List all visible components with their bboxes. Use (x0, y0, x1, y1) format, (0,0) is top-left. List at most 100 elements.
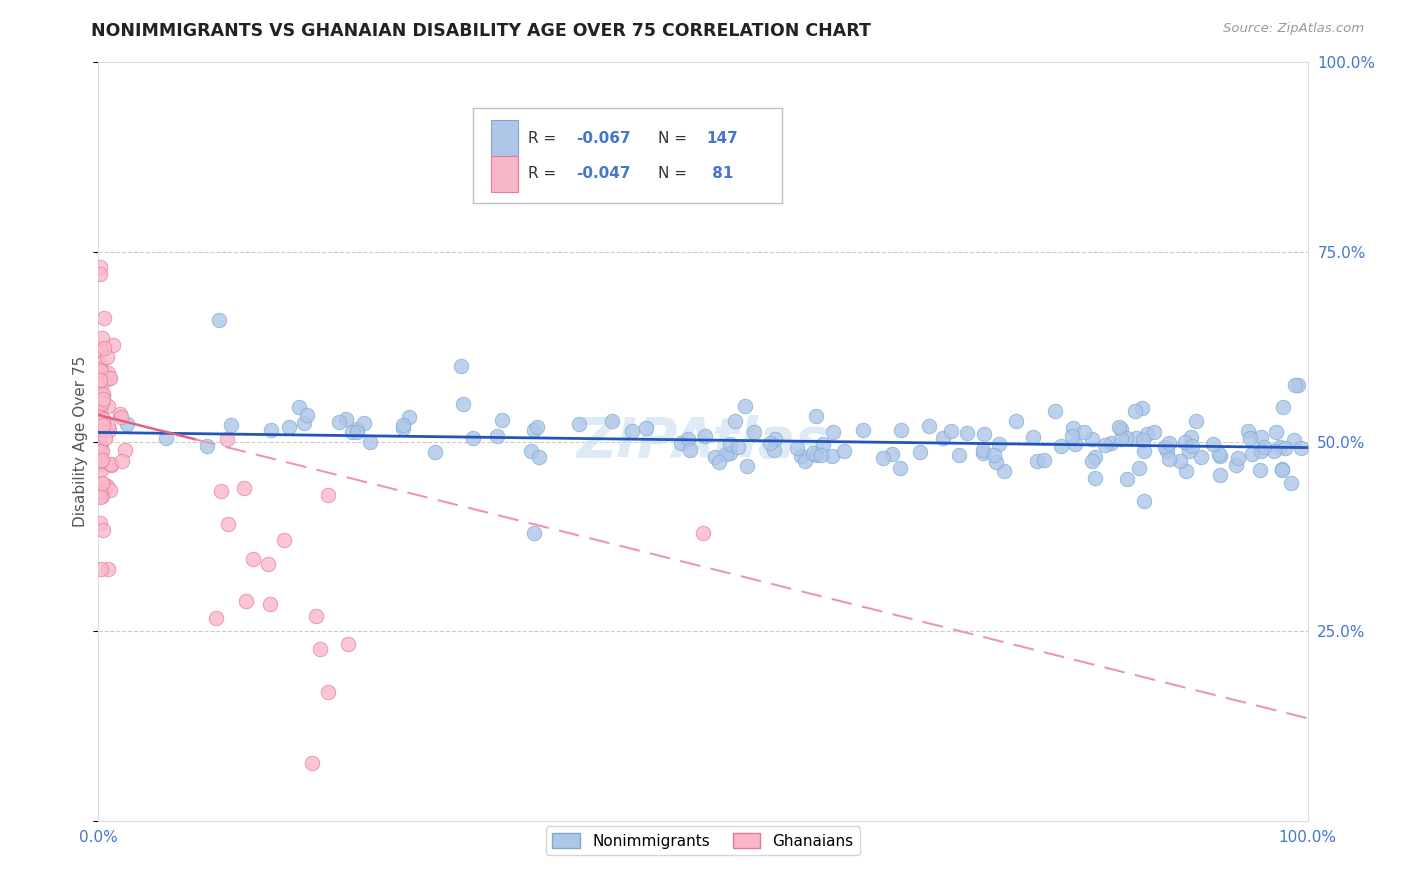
Point (219, 418, 242, 433)
Point (1081, 432, 1104, 446)
Point (91, 392, 114, 406)
Point (89, 267, 111, 281)
FancyBboxPatch shape (492, 120, 517, 156)
Point (1241, 447, 1264, 461)
Point (89, 435, 111, 450)
Point (242, 552, 264, 566)
Point (94, 420, 117, 434)
Point (91, 387, 114, 401)
Point (1154, 440, 1177, 454)
Point (759, 435, 782, 450)
Point (1159, 451, 1181, 466)
Point (451, 396, 474, 410)
Point (1284, 377, 1306, 392)
Point (1094, 438, 1116, 452)
Point (89, 457, 111, 471)
Point (987, 437, 1010, 451)
Point (1270, 440, 1292, 454)
Point (973, 426, 995, 441)
Point (693, 428, 716, 442)
Point (155, 431, 177, 445)
Point (714, 447, 737, 461)
Point (1157, 436, 1180, 450)
Point (735, 458, 758, 473)
Point (1279, 475, 1302, 490)
Point (90, 476, 112, 491)
Point (1174, 435, 1197, 450)
Point (98, 423, 121, 437)
Point (94, 431, 117, 445)
Point (260, 423, 283, 437)
Point (803, 446, 825, 460)
Point (600, 414, 623, 428)
Point (353, 416, 375, 430)
Text: -0.047: -0.047 (576, 167, 630, 181)
Point (89, 357, 111, 371)
Point (1168, 454, 1191, 468)
Point (941, 424, 963, 438)
Point (93, 374, 115, 388)
Text: NONIMMIGRANTS VS GHANAIAN DISABILITY AGE OVER 75 CORRELATION CHART: NONIMMIGRANTS VS GHANAIAN DISABILITY AGE… (91, 22, 872, 40)
Point (1108, 420, 1130, 434)
Point (89, 367, 111, 381)
Point (93, 523, 115, 537)
Point (1043, 403, 1066, 417)
Point (568, 417, 591, 431)
Point (1208, 449, 1230, 463)
Point (742, 425, 765, 440)
Point (1202, 437, 1225, 451)
Point (1026, 454, 1049, 468)
Point (948, 448, 970, 462)
Point (308, 642, 330, 657)
Point (526, 420, 548, 434)
Point (89, 562, 111, 576)
Point (328, 415, 350, 429)
Point (115, 417, 138, 431)
Text: N =: N = (658, 131, 692, 145)
Y-axis label: Disability Age Over 75: Disability Age Over 75 (73, 356, 89, 527)
Point (340, 425, 363, 440)
Point (709, 455, 731, 469)
Point (718, 446, 741, 460)
Point (804, 448, 827, 462)
FancyBboxPatch shape (492, 156, 517, 192)
Point (1060, 428, 1083, 442)
Point (790, 449, 813, 463)
Point (519, 444, 541, 458)
Point (91, 373, 114, 387)
Point (1062, 421, 1084, 435)
Point (217, 516, 239, 531)
Point (718, 437, 741, 451)
Point (1181, 439, 1204, 453)
Point (89, 454, 111, 468)
Point (1130, 401, 1153, 416)
Point (932, 431, 955, 445)
Point (91, 417, 114, 432)
Point (195, 439, 218, 453)
Point (727, 441, 749, 455)
Point (1099, 436, 1122, 450)
Point (918, 419, 941, 434)
Point (89, 410, 111, 425)
Point (89, 403, 111, 417)
Point (97, 399, 120, 413)
Point (1132, 433, 1154, 447)
Text: N =: N = (658, 167, 692, 181)
Point (1274, 442, 1296, 456)
Point (259, 597, 281, 611)
Text: Source: ZipAtlas.com: Source: ZipAtlas.com (1223, 22, 1364, 36)
Point (1177, 444, 1199, 458)
Point (305, 608, 328, 623)
Point (1271, 462, 1294, 476)
Point (93, 310, 115, 325)
Point (91, 387, 114, 401)
Point (100, 458, 122, 472)
Point (1208, 447, 1230, 461)
Point (346, 425, 368, 439)
Point (114, 442, 136, 457)
Point (205, 611, 228, 625)
Point (821, 450, 844, 464)
Point (1265, 425, 1288, 440)
Point (1084, 450, 1107, 465)
Text: 81: 81 (707, 167, 733, 181)
